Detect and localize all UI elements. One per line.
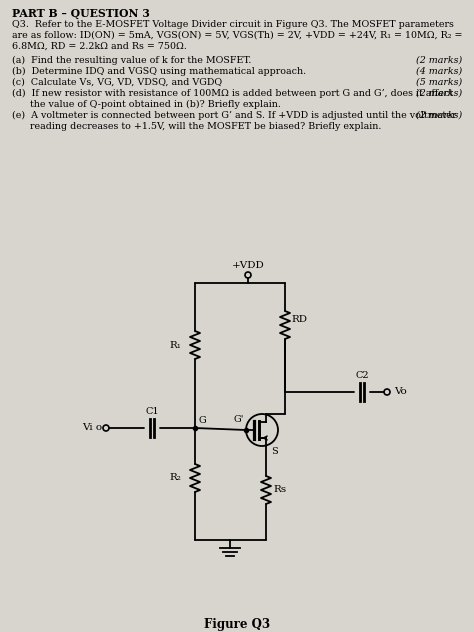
- Text: Figure Q3: Figure Q3: [204, 618, 270, 631]
- Text: are as follow: ID(ON) = 5mA, VGS(ON) = 5V, VGS(Th) = 2V, +VDD = +24V, R₁ = 10MΩ,: are as follow: ID(ON) = 5mA, VGS(ON) = 5…: [12, 31, 463, 40]
- Text: 6.8MΩ, RD = 2.2kΩ and Rs = 750Ω.: 6.8MΩ, RD = 2.2kΩ and Rs = 750Ω.: [12, 42, 187, 51]
- Text: (2 marks): (2 marks): [416, 89, 462, 98]
- Text: Vo: Vo: [394, 387, 407, 396]
- Text: G': G': [234, 415, 244, 424]
- Text: (2 marks): (2 marks): [416, 111, 462, 120]
- Text: (c)  Calculate Vs, VG, VD, VDSQ, and VGDQ: (c) Calculate Vs, VG, VD, VDSQ, and VGDQ: [12, 78, 222, 87]
- Text: R₂: R₂: [169, 473, 181, 482]
- Text: Rs: Rs: [273, 485, 286, 494]
- Text: (5 marks): (5 marks): [416, 78, 462, 87]
- Text: (2 marks): (2 marks): [416, 56, 462, 65]
- Text: (b)  Determine IDQ and VGSQ using mathematical approach.: (b) Determine IDQ and VGSQ using mathema…: [12, 67, 306, 76]
- Text: R₁: R₁: [169, 341, 181, 349]
- Text: (d)  If new resistor with resistance of 100MΩ is added between port G and G’, do: (d) If new resistor with resistance of 1…: [12, 89, 453, 98]
- Text: S: S: [271, 447, 278, 456]
- Text: C2: C2: [355, 371, 369, 380]
- Text: G: G: [199, 416, 207, 425]
- Text: +VDD: +VDD: [232, 261, 264, 270]
- Text: (e)  A voltmeter is connected between port G’ and S. If +VDD is adjusted until t: (e) A voltmeter is connected between por…: [12, 111, 456, 120]
- Text: the value of Q-point obtained in (b)? Briefly explain.: the value of Q-point obtained in (b)? Br…: [12, 100, 281, 109]
- Text: Vi o: Vi o: [82, 423, 102, 432]
- Text: Q3.  Refer to the E-MOSFET Voltage Divider circuit in Figure Q3. The MOSFET para: Q3. Refer to the E-MOSFET Voltage Divide…: [12, 20, 454, 29]
- Text: PART B – QUESTION 3: PART B – QUESTION 3: [12, 8, 150, 19]
- Text: (a)  Find the resulting value of k for the MOSFET.: (a) Find the resulting value of k for th…: [12, 56, 251, 65]
- Text: RD: RD: [291, 315, 307, 324]
- Text: reading decreases to +1.5V, will the MOSFET be biased? Briefly explain.: reading decreases to +1.5V, will the MOS…: [12, 122, 382, 131]
- Text: C1: C1: [145, 407, 159, 416]
- Text: (4 marks): (4 marks): [416, 67, 462, 76]
